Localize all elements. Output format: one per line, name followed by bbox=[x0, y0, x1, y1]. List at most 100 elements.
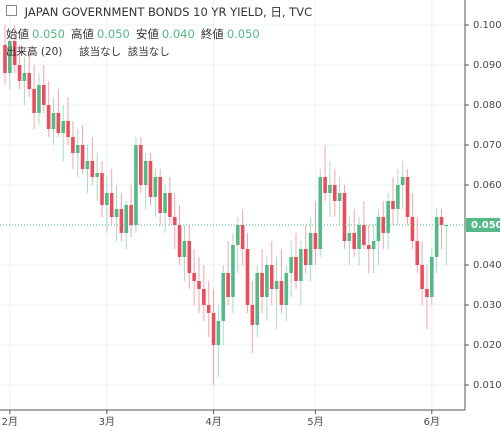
candle-body bbox=[12, 41, 17, 65]
ohlc-label: 安値 bbox=[135, 27, 159, 41]
candle-body bbox=[3, 45, 7, 73]
candle-body bbox=[153, 177, 158, 197]
chart-header: JAPAN GOVERNMENT BONDS 10 YR YIELD, 日, T… bbox=[6, 4, 312, 20]
candle-body bbox=[226, 273, 230, 297]
candle-body bbox=[32, 89, 36, 113]
ohlc-label: 終値 bbox=[200, 27, 224, 41]
chart-title: JAPAN GOVERNMENT BONDS 10 YR YIELD, 日, T… bbox=[24, 5, 313, 19]
ohlc-label: 始値 bbox=[6, 27, 29, 41]
collapse-icon[interactable] bbox=[6, 5, 17, 16]
candle-body bbox=[66, 121, 70, 137]
candle-body bbox=[434, 217, 439, 257]
candle-body bbox=[265, 265, 269, 297]
candle-body bbox=[347, 233, 352, 241]
candle-body bbox=[17, 65, 22, 81]
candle-body bbox=[308, 233, 313, 265]
ohlc-label: 高値 bbox=[70, 27, 94, 41]
candle-body bbox=[206, 305, 211, 313]
candle-body bbox=[289, 257, 293, 273]
candle-body bbox=[381, 217, 386, 233]
ohlc-value: 0.050 bbox=[32, 27, 65, 41]
candle-body bbox=[444, 225, 449, 226]
candle-body bbox=[143, 161, 148, 185]
x-tick-label: 6月 bbox=[424, 416, 440, 428]
candle-body bbox=[202, 289, 206, 305]
candle-body bbox=[211, 313, 216, 345]
candle-body bbox=[362, 225, 366, 245]
candle-body bbox=[337, 193, 342, 201]
y-tick-label: 0.070 bbox=[473, 140, 502, 151]
indicator-value: 該当なし bbox=[127, 46, 170, 58]
x-tick-label: 2月 bbox=[2, 416, 18, 428]
candle-body bbox=[148, 161, 153, 197]
candle-body bbox=[274, 281, 279, 289]
candle-body bbox=[303, 249, 308, 265]
y-tick-label: 0.090 bbox=[473, 60, 502, 71]
candle-body bbox=[279, 281, 284, 305]
candle-body bbox=[163, 193, 167, 213]
candle-body bbox=[182, 241, 187, 257]
indicator-value: 該当なし bbox=[79, 46, 122, 58]
candle-body bbox=[352, 233, 356, 249]
y-tick-label: 0.010 bbox=[473, 380, 502, 391]
candle-body bbox=[269, 265, 274, 289]
candle-body bbox=[425, 289, 429, 297]
y-tick-label: 0.060 bbox=[473, 180, 502, 191]
candle-body bbox=[236, 225, 240, 245]
candle-body bbox=[158, 177, 162, 213]
y-tick-label: 0.100 bbox=[473, 20, 502, 31]
candle-body bbox=[119, 209, 124, 233]
candle-body bbox=[22, 73, 27, 81]
candle-body bbox=[415, 241, 420, 265]
price-label-box bbox=[466, 218, 500, 232]
candle-body bbox=[46, 105, 51, 129]
candle-body bbox=[197, 281, 201, 289]
candle-body bbox=[240, 225, 245, 249]
candle-body bbox=[313, 233, 318, 249]
candle-body bbox=[192, 273, 196, 281]
candle-body bbox=[245, 249, 250, 305]
ohlc-value: 0.040 bbox=[161, 27, 195, 41]
candle-body bbox=[328, 185, 332, 193]
candle-body bbox=[439, 217, 444, 225]
candle-body bbox=[85, 161, 90, 169]
candle-body bbox=[134, 145, 138, 225]
y-tick-label: 0.040 bbox=[473, 260, 502, 271]
candle-body bbox=[366, 245, 371, 249]
candle-body bbox=[42, 85, 46, 105]
candle-body bbox=[333, 185, 337, 201]
candle-body bbox=[51, 113, 56, 129]
candle-body bbox=[172, 217, 177, 225]
candle-body bbox=[323, 177, 327, 193]
x-tick-label: 4月 bbox=[205, 416, 221, 428]
x-tick-label: 3月 bbox=[99, 416, 115, 428]
ohlc-value: 0.050 bbox=[96, 27, 130, 41]
candle-body bbox=[294, 257, 298, 281]
candle-body bbox=[139, 145, 143, 185]
x-tick-label: 5月 bbox=[307, 416, 323, 428]
candle-body bbox=[105, 193, 109, 205]
candle-body bbox=[168, 193, 172, 217]
candle-body bbox=[376, 217, 381, 241]
candle-body bbox=[124, 205, 129, 233]
candle-body bbox=[100, 173, 104, 205]
candle-body bbox=[187, 241, 192, 273]
candle-body bbox=[177, 225, 182, 257]
candle-body bbox=[129, 205, 133, 225]
candle-body bbox=[114, 209, 119, 217]
candle-body bbox=[260, 273, 264, 297]
candle-body bbox=[250, 305, 255, 325]
candle-body bbox=[357, 225, 361, 249]
candle-body bbox=[255, 273, 259, 325]
ohlc-value: 0.050 bbox=[226, 27, 260, 41]
indicator-name: 出来高 (20) bbox=[6, 46, 63, 58]
candle-body bbox=[75, 145, 80, 153]
candle-body bbox=[342, 193, 347, 241]
candle-body bbox=[386, 201, 390, 233]
candle-body bbox=[71, 137, 75, 153]
candle-body bbox=[405, 177, 410, 217]
candle-body bbox=[27, 73, 32, 89]
candle-body bbox=[400, 177, 405, 185]
